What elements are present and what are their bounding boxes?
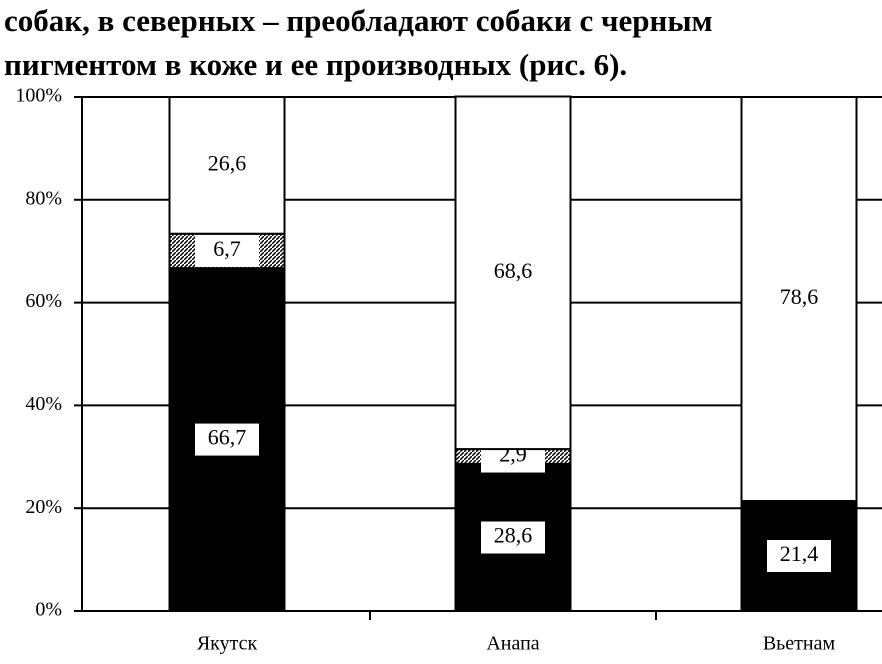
y-tick-label: 40% [25, 393, 62, 415]
data-label: 66,7 [208, 425, 247, 450]
data-label: 28,6 [494, 523, 533, 548]
text-line: пигментом в коже и ее производных (рис. … [4, 47, 627, 82]
y-tick-label: 60% [25, 290, 62, 312]
bar-segment [740, 96, 858, 503]
y-tick-label: 0% [35, 599, 62, 621]
x-tick-label: Вьетнам [763, 633, 836, 655]
text-line: собак, в северных – преобладают собаки с… [4, 3, 713, 38]
y-tick-label: 100% [15, 85, 62, 107]
label-box [767, 540, 831, 573]
y-tick-label: 20% [25, 496, 62, 518]
x-tick-label: Анапа [486, 633, 539, 655]
data-label: 26,6 [208, 150, 247, 175]
label-box [481, 521, 545, 554]
bar-segment [454, 95, 572, 451]
y-tick-label: 80% [25, 187, 62, 209]
x-tick-label: Якутск [197, 633, 258, 655]
data-label: 78,6 [780, 284, 819, 309]
bar-segment [168, 96, 286, 235]
data-label: 68,6 [494, 258, 533, 283]
data-label: 6,7 [213, 236, 241, 261]
data-label: 21,4 [780, 541, 819, 566]
label-box [195, 423, 259, 456]
label-box [195, 234, 259, 267]
